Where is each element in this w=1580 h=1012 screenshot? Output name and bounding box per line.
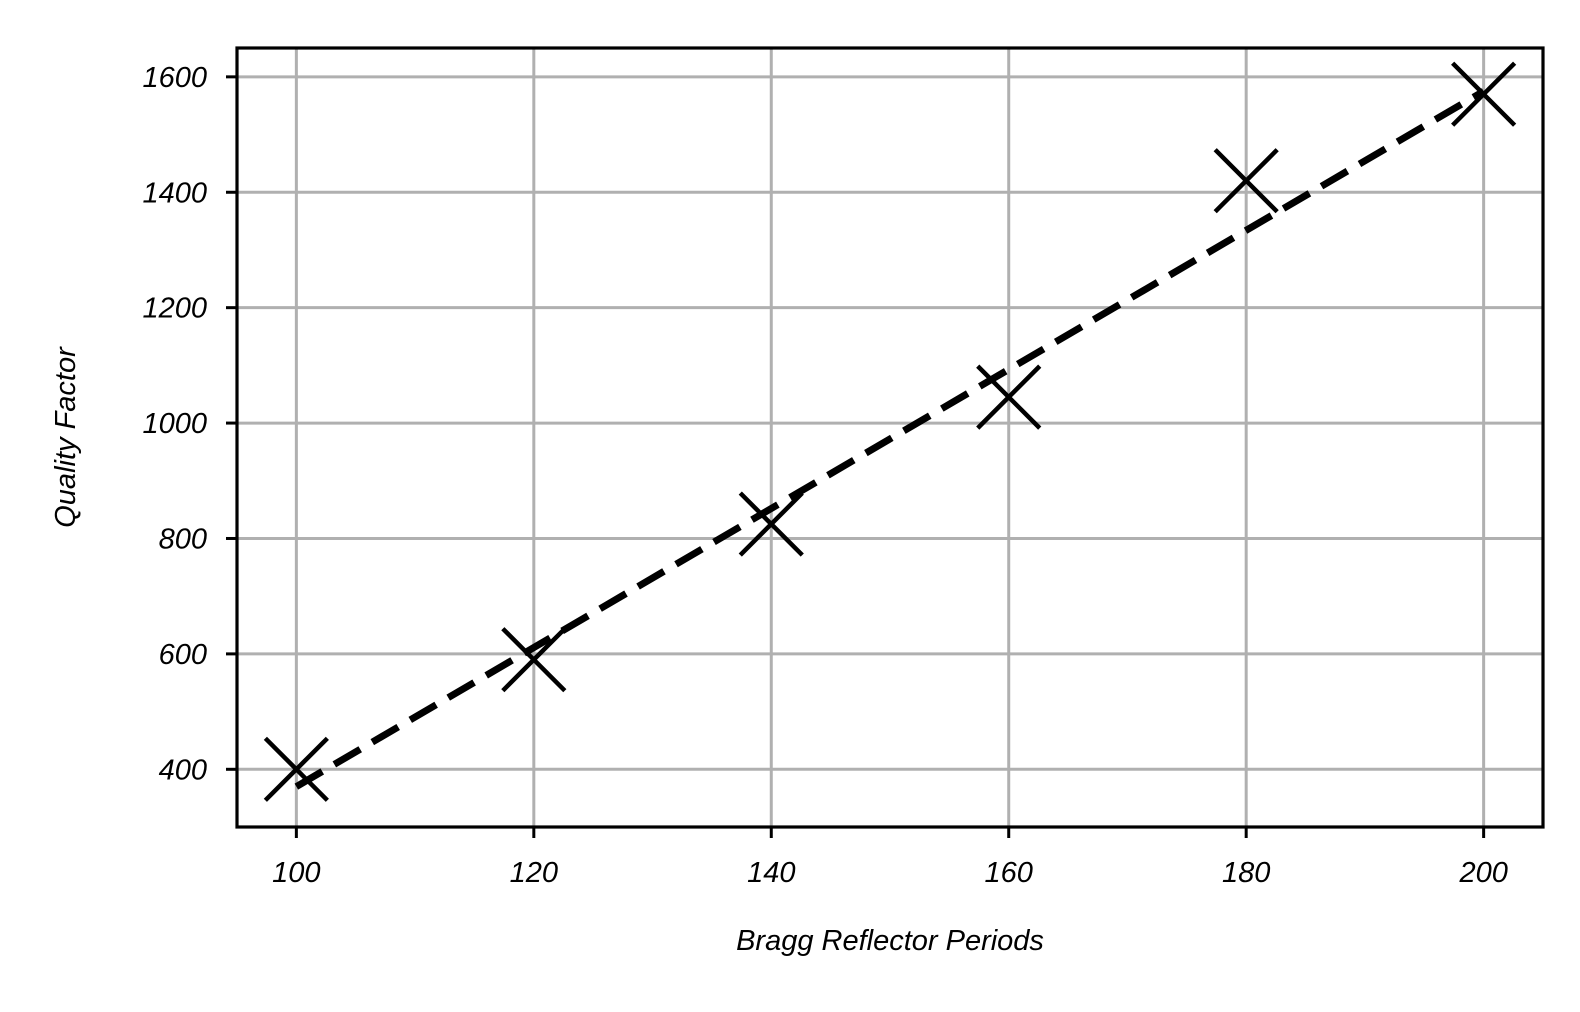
- fit-line-layer: [294, 88, 1486, 790]
- data-point-marker: [263, 736, 329, 802]
- tick-layer: 100 120 140 160 180 200 400 600 800 1000 1200 1400 1…: [142, 62, 1507, 889]
- marker-stroke: [1451, 61, 1517, 127]
- data-point-marker: [1213, 148, 1279, 214]
- fit-line: [294, 88, 1486, 790]
- y-tick-label: 1400: [142, 177, 207, 209]
- grid-layer: [237, 48, 1543, 827]
- data-point-marker: [1451, 61, 1517, 127]
- x-tick-label: 200: [1458, 857, 1507, 889]
- marker-stroke: [976, 364, 1042, 430]
- y-tick-label: 600: [159, 639, 207, 671]
- y-tick-label: 400: [159, 754, 207, 786]
- plot-frame: [235, 46, 1545, 829]
- y-tick-label: 1000: [142, 408, 207, 440]
- marker-layer: [263, 61, 1517, 802]
- x-tick-label: 100: [272, 857, 320, 889]
- marker-stroke: [1213, 148, 1279, 214]
- marker-stroke: [263, 736, 329, 802]
- x-tick-label: 120: [510, 857, 558, 889]
- y-tick-label: 800: [159, 523, 207, 555]
- data-point-marker: [976, 364, 1042, 430]
- marker-stroke: [501, 627, 567, 693]
- x-tick-label: 160: [985, 857, 1033, 889]
- x-tick-label: 140: [747, 857, 795, 889]
- data-point-marker: [738, 491, 804, 557]
- x-axis-title: Bragg Reflector Periods: [736, 925, 1044, 957]
- y-axis-title: Quality Factor: [50, 346, 82, 528]
- y-tick-label: 1600: [142, 62, 207, 94]
- y-tick-label: 1200: [142, 293, 207, 325]
- data-point-marker: [501, 627, 567, 693]
- x-tick-label: 180: [1222, 857, 1270, 889]
- marker-stroke: [738, 491, 804, 557]
